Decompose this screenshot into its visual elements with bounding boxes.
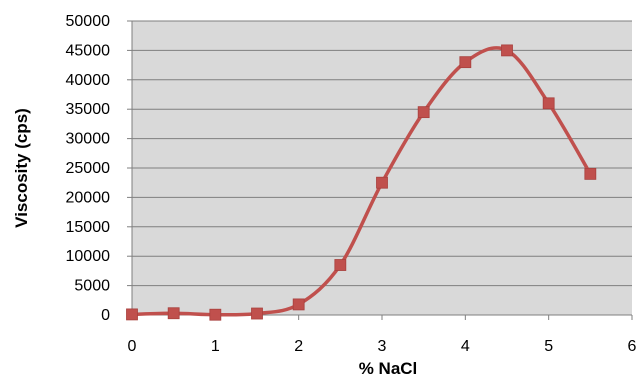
y-tick-label: 25000	[66, 160, 111, 177]
x-tick-label: 2	[294, 338, 303, 355]
x-tick-label: 5	[544, 338, 553, 355]
y-tick-label: 15000	[66, 219, 111, 236]
x-tick-label: 0	[128, 338, 137, 355]
x-tick-label: 3	[378, 338, 387, 355]
y-tick-label: 20000	[66, 189, 111, 206]
y-tick-label: 30000	[66, 131, 111, 148]
data-point-marker	[417, 106, 430, 119]
data-point-marker	[542, 97, 555, 110]
x-tick-label: 6	[628, 338, 637, 355]
data-point-marker	[459, 56, 472, 69]
data-point-marker	[209, 308, 222, 321]
data-point-marker	[167, 307, 180, 320]
x-tick-label: 4	[461, 338, 470, 355]
data-point-marker	[292, 298, 305, 311]
y-tick-label: 35000	[66, 101, 111, 118]
data-point-marker	[126, 308, 138, 321]
y-tick-label: 40000	[66, 72, 111, 89]
y-tick-label: 10000	[66, 248, 111, 265]
y-tick-labels: 0 5000 10000 15000 20000 25000 30000 35000 40000…	[66, 13, 132, 324]
data-point-marker	[376, 176, 388, 189]
series-group	[126, 44, 597, 321]
y-tick-label: 50000	[66, 13, 111, 30]
x-tick-labels: 0 1 2 3 4 5 6	[128, 315, 637, 355]
y-axis-title: Viscosity (cps)	[12, 108, 31, 228]
x-axis-title: % NaCl	[359, 359, 418, 378]
x-tick-label: 1	[211, 338, 220, 355]
data-point-marker	[251, 307, 263, 320]
data-point-marker	[584, 167, 597, 180]
data-point-marker	[334, 259, 347, 271]
y-tick-label: 45000	[66, 42, 111, 59]
data-point-marker	[501, 44, 513, 57]
y-tick-label: 5000	[74, 278, 110, 295]
y-tick-label: 0	[101, 307, 110, 324]
